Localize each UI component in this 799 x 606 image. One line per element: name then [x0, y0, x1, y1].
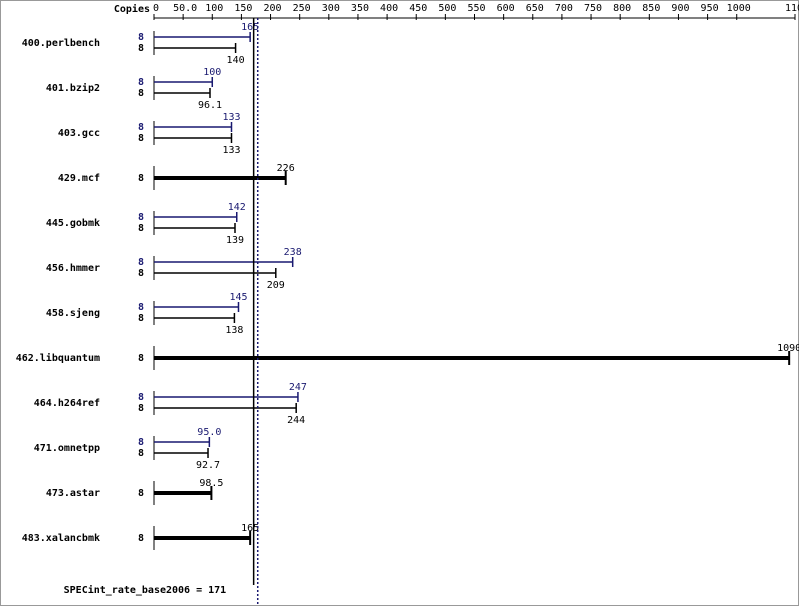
copies-label: 8: [138, 437, 144, 448]
copies-label: 8: [138, 77, 144, 88]
copies-label: 8: [138, 32, 144, 43]
x-tick-label: 1100: [785, 3, 799, 14]
category-label: 400.perlbench: [22, 38, 100, 49]
value-label: 140: [227, 55, 245, 66]
copies-label: 8: [138, 533, 144, 544]
x-tick-label: 750: [584, 3, 602, 14]
x-tick-label: 650: [526, 3, 544, 14]
value-label: 142: [228, 202, 246, 213]
x-tick-label: 450: [409, 3, 427, 14]
copies-label: 8: [138, 122, 144, 133]
category-label: 473.astar: [46, 488, 100, 499]
value-label: 145: [229, 292, 247, 303]
x-tick-label: 900: [671, 3, 689, 14]
category-label: 403.gcc: [58, 128, 100, 139]
category-label: 429.mcf: [58, 173, 100, 184]
x-tick-label: 50.0: [173, 3, 197, 14]
x-tick-label: 800: [613, 3, 631, 14]
value-label: 133: [222, 112, 240, 123]
value-label: 247: [289, 382, 307, 393]
value-label: 165: [241, 22, 259, 33]
x-tick-label: 0: [153, 3, 159, 14]
copies-label: 8: [138, 212, 144, 223]
value-label: 92.7: [196, 460, 220, 471]
x-tick-label: 600: [497, 3, 515, 14]
category-label: 462.libquantum: [16, 352, 100, 364]
copies-label: 8: [138, 223, 144, 234]
x-tick-label: 300: [322, 3, 340, 14]
copies-label: 8: [138, 353, 144, 364]
value-label: 226: [277, 163, 295, 174]
value-label: 95.0: [197, 427, 221, 438]
x-tick-label: 100: [205, 3, 223, 14]
x-tick-label: 950: [701, 3, 719, 14]
copies-label: 8: [138, 88, 144, 99]
value-label: 96.1: [198, 100, 222, 111]
copies-label: 8: [138, 43, 144, 54]
value-label: 138: [225, 325, 243, 336]
x-tick-label: 150: [234, 3, 252, 14]
x-tick-label: 250: [293, 3, 311, 14]
copies-label: 8: [138, 313, 144, 324]
category-label: 401.bzip2: [46, 82, 100, 94]
value-label: 244: [287, 415, 305, 426]
category-label: 445.gobmk: [46, 218, 100, 229]
value-label: 209: [267, 280, 285, 291]
value-label: 133: [222, 145, 240, 156]
copies-header: Copies: [114, 3, 150, 15]
copies-label: 8: [138, 268, 144, 279]
value-label: 139: [226, 235, 244, 246]
copies-label: 8: [138, 392, 144, 403]
copies-label: 8: [138, 403, 144, 414]
copies-label: 8: [138, 448, 144, 459]
value-label: 98.5: [199, 478, 223, 489]
copies-label: 8: [138, 173, 144, 184]
category-label: 458.sjeng: [46, 307, 100, 319]
category-label: 464.h264ref: [34, 398, 100, 409]
copies-label: 8: [138, 133, 144, 144]
x-tick-label: 500: [438, 3, 456, 14]
value-label: 1090: [777, 343, 799, 354]
copies-label: 8: [138, 488, 144, 499]
x-tick-label: 550: [467, 3, 485, 14]
x-tick-label: 700: [555, 3, 573, 14]
category-label: 456.hmmer: [46, 263, 100, 274]
category-label: 471.omnetpp: [34, 443, 100, 454]
copies-label: 8: [138, 302, 144, 313]
x-tick-label: 400: [380, 3, 398, 14]
copies-label: 8: [138, 257, 144, 268]
x-tick-label: 200: [264, 3, 282, 14]
value-label: 100: [203, 67, 221, 78]
value-label: 165: [241, 523, 259, 534]
x-tick-label: 1000: [727, 3, 751, 14]
reference-label: SPECint_rate_base2006 = 171: [64, 584, 227, 596]
value-label: 238: [284, 247, 302, 258]
x-tick-label: 350: [351, 3, 369, 14]
category-label: 483.xalancbmk: [22, 533, 100, 544]
x-tick-label: 850: [642, 3, 660, 14]
